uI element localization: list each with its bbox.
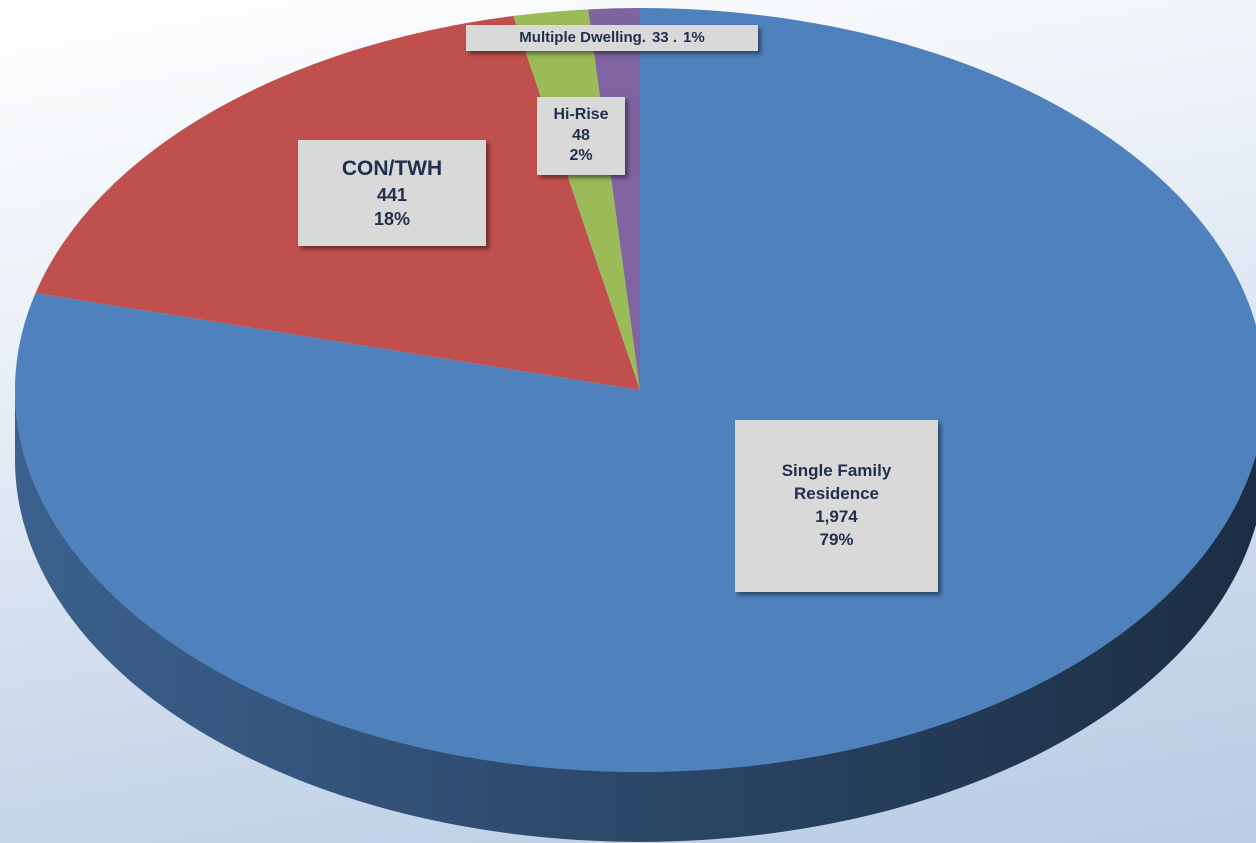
label-category: Multiple Dwelling. xyxy=(519,28,646,46)
label-value: 441 xyxy=(376,184,408,205)
data-label: CON/TWH 441 18% xyxy=(298,140,486,246)
label-percent: 18% xyxy=(373,209,411,230)
label-category: Hi-Rise xyxy=(553,105,609,123)
data-label: Single Family Residence 1,974 79% xyxy=(735,420,938,592)
label-percent: 1% xyxy=(683,28,705,46)
label-value: 33 . xyxy=(651,28,677,46)
data-label: Multiple Dwelling. 33 . 1% xyxy=(466,25,758,51)
slice xyxy=(15,8,1256,772)
label-value: 48 xyxy=(572,126,590,144)
slice-side-shade xyxy=(15,390,1256,842)
label-value: 1,974 xyxy=(815,507,858,526)
label-percent: 2% xyxy=(569,147,593,165)
label-category: CON/TWH xyxy=(341,156,443,180)
label-category: Single Family Residence xyxy=(781,461,892,504)
data-label: Hi-Rise 48 2% xyxy=(537,97,625,175)
label-percent: 79% xyxy=(819,529,854,549)
